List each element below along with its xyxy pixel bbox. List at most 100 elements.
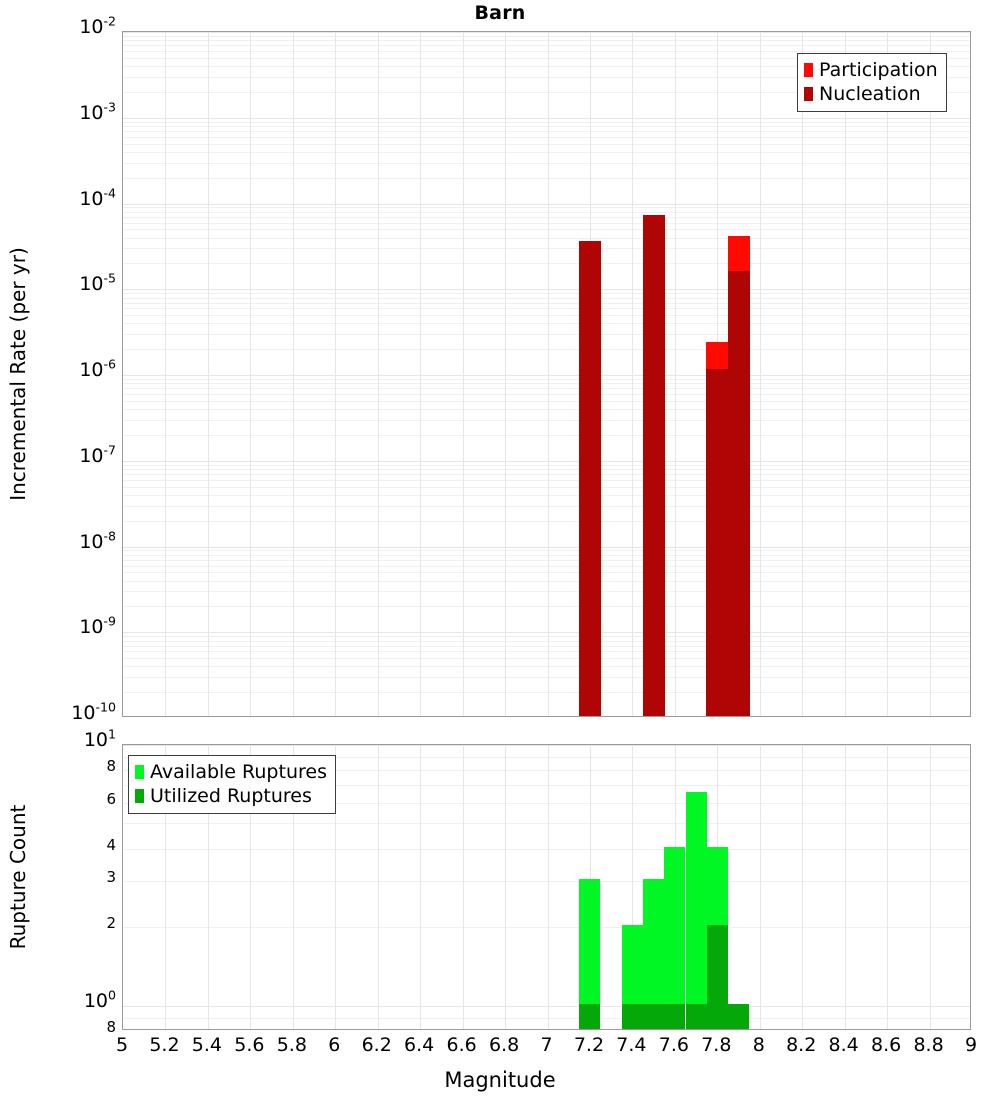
legend-swatch-icon bbox=[804, 63, 813, 77]
gridline-minor bbox=[123, 122, 970, 123]
gridline-vertical bbox=[548, 32, 549, 716]
gridline-major bbox=[123, 1006, 970, 1007]
gridline-minor bbox=[123, 785, 970, 786]
gridline-major bbox=[123, 32, 970, 33]
x-tick-label: 6.8 bbox=[488, 1034, 520, 1056]
gridline-minor bbox=[123, 137, 970, 138]
x-tick-label: 8.2 bbox=[786, 1034, 817, 1056]
y-tick-label-bottom-minor: 4 bbox=[106, 835, 116, 854]
y-tick-label-top: 10-5 bbox=[79, 270, 116, 296]
gridline-vertical bbox=[165, 745, 166, 1029]
gridline-vertical bbox=[760, 745, 761, 1029]
incremental-rate-plot bbox=[122, 31, 971, 717]
bar-utilized-ruptures bbox=[643, 1003, 664, 1029]
gridline-vertical bbox=[930, 32, 931, 716]
gridline-minor bbox=[123, 263, 970, 264]
gridline-minor bbox=[123, 757, 970, 758]
legend-label: Nucleation bbox=[819, 82, 921, 105]
gridline-minor bbox=[123, 51, 970, 52]
gridline-minor bbox=[123, 469, 970, 470]
gridline-major bbox=[123, 745, 970, 746]
gridline-minor bbox=[123, 555, 970, 556]
gridline-minor bbox=[123, 126, 970, 127]
gridline-minor bbox=[123, 77, 970, 78]
bar-nucleation bbox=[706, 369, 728, 716]
x-tick-label: 7.8 bbox=[701, 1034, 732, 1056]
gridline-minor bbox=[123, 36, 970, 37]
gridline-vertical bbox=[335, 745, 336, 1029]
y-tick-label-bottom: 100 bbox=[83, 987, 116, 1012]
y-tick-label-bottom-minor: 3 bbox=[106, 868, 116, 887]
gridline-minor bbox=[123, 238, 970, 239]
gridline-minor bbox=[123, 677, 970, 678]
gridline-minor bbox=[123, 572, 970, 573]
bar-available-ruptures bbox=[664, 846, 685, 1029]
gridline-minor bbox=[123, 506, 970, 507]
gridline-minor bbox=[123, 692, 970, 693]
gridline-minor bbox=[123, 223, 970, 224]
gridline-minor bbox=[123, 212, 970, 213]
gridline-vertical bbox=[887, 745, 888, 1029]
gridline-minor bbox=[123, 495, 970, 496]
gridline-minor bbox=[123, 40, 970, 41]
gridline-vertical bbox=[463, 32, 464, 716]
gridline-minor bbox=[123, 383, 970, 384]
y-tick-label-top: 10-3 bbox=[79, 99, 116, 124]
gridline-minor bbox=[123, 474, 970, 475]
x-tick-label: 8.8 bbox=[913, 1034, 944, 1056]
gridline-minor bbox=[123, 248, 970, 249]
gridline-vertical bbox=[165, 32, 166, 716]
y-tick-label-top: 10-7 bbox=[79, 442, 116, 467]
gridline-minor bbox=[123, 388, 970, 389]
x-tick-label: 8 bbox=[752, 1034, 765, 1056]
gridline-minor bbox=[123, 566, 970, 567]
gridline-minor bbox=[123, 480, 970, 481]
gridline-minor bbox=[123, 293, 970, 294]
gridline-minor bbox=[123, 636, 970, 637]
bottom-legend-row: Utilized Ruptures bbox=[135, 784, 327, 808]
bar-available-ruptures bbox=[643, 879, 664, 1029]
gridline-minor bbox=[123, 92, 970, 93]
x-tick-label: 5.6 bbox=[234, 1034, 265, 1056]
gridline-minor bbox=[123, 487, 970, 488]
x-tick-label: 6.4 bbox=[404, 1034, 435, 1056]
gridline-minor bbox=[123, 323, 970, 324]
gridline-minor bbox=[123, 217, 970, 218]
legend-swatch-icon bbox=[135, 765, 144, 779]
gridline-major bbox=[123, 375, 970, 376]
gridline-minor bbox=[123, 591, 970, 592]
gridline-minor bbox=[123, 379, 970, 380]
gridline-minor bbox=[123, 394, 970, 395]
gridline-minor bbox=[123, 298, 970, 299]
top-legend: Participation Nucleation bbox=[797, 53, 947, 112]
bar-nucleation bbox=[728, 270, 750, 716]
gridline-minor bbox=[123, 420, 970, 421]
gridline-minor bbox=[123, 207, 970, 208]
x-tick-label: 5.2 bbox=[149, 1034, 180, 1056]
gridline-vertical bbox=[887, 32, 888, 716]
x-tick-label: 7.6 bbox=[658, 1034, 689, 1056]
bottom-legend: Available Ruptures Utilized Ruptures bbox=[128, 755, 336, 814]
y-tick-label-top: 10-8 bbox=[79, 528, 116, 553]
legend-swatch-icon bbox=[135, 789, 144, 803]
gridline-minor bbox=[123, 550, 970, 551]
x-tick-label: 5.8 bbox=[276, 1034, 307, 1056]
y-tick-label-bottom: 101 bbox=[83, 726, 116, 751]
gridline-major bbox=[123, 118, 970, 119]
x-tick-label: 7 bbox=[540, 1034, 553, 1056]
gridline-minor bbox=[123, 581, 970, 582]
x-tick-label: 7.2 bbox=[573, 1034, 605, 1056]
gridline-major bbox=[123, 547, 970, 548]
top-legend-row: Nucleation bbox=[804, 82, 938, 106]
legend-label: Utilized Ruptures bbox=[150, 784, 312, 807]
bar-utilized-ruptures bbox=[686, 1003, 707, 1029]
gridline-vertical bbox=[463, 745, 464, 1029]
x-tick-label: 6.2 bbox=[361, 1034, 392, 1056]
gridline-vertical bbox=[420, 745, 421, 1029]
gridline-minor bbox=[123, 303, 970, 304]
y-tick-label-top: 10-9 bbox=[79, 613, 116, 639]
x-tick-label: 8.4 bbox=[828, 1034, 859, 1056]
gridline-minor bbox=[123, 144, 970, 145]
bar-available-ruptures bbox=[622, 925, 643, 1029]
